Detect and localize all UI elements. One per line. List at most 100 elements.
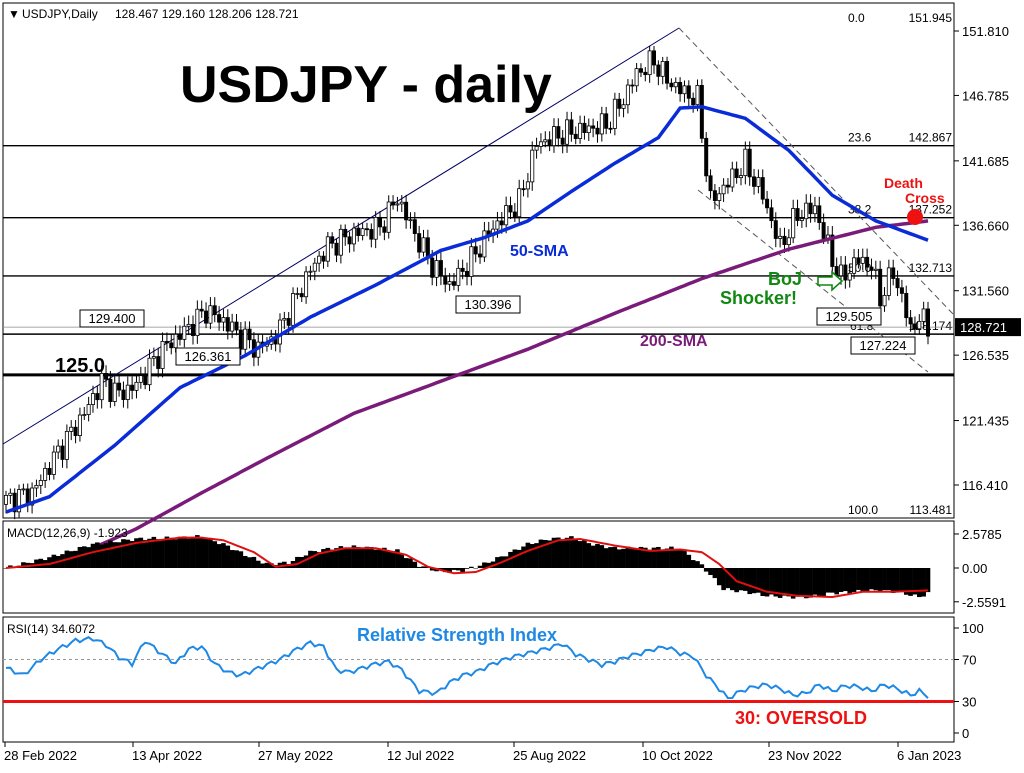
candle-body: [621, 104, 626, 109]
candle-body: [395, 203, 400, 206]
macd-bar: [312, 551, 318, 568]
candle-body: [512, 211, 517, 218]
candle-body: [343, 228, 348, 238]
macd-bar: [834, 568, 839, 595]
macd-bar: [847, 568, 853, 594]
candle-body: [743, 148, 748, 177]
y-tick-label: 146.785: [962, 88, 1009, 103]
x-tick-label: 28 Feb 2022: [4, 748, 77, 763]
candle-body: [421, 237, 426, 253]
macd-bar: [830, 568, 835, 593]
macd-bar: [3, 568, 9, 569]
macd-bar: [216, 544, 222, 568]
macd-bar: [708, 568, 713, 575]
candle-body: [499, 220, 504, 226]
macd-bar: [51, 554, 57, 568]
candle-body: [904, 293, 909, 319]
candle-body: [569, 119, 574, 135]
macd-bar: [821, 568, 826, 596]
macd-bar: [221, 543, 226, 568]
candle-body: [464, 271, 469, 277]
candle-body: [56, 445, 61, 453]
macd-bar: [756, 568, 761, 593]
candle-body: [204, 310, 209, 324]
macd-bar: [695, 561, 700, 568]
candle-body: [169, 342, 174, 349]
macd-bar: [399, 553, 405, 568]
candle-body: [534, 146, 539, 151]
rsi-panel: [2, 616, 955, 743]
candle-body: [69, 426, 74, 432]
macd-bar: [212, 541, 218, 568]
candle-body: [391, 201, 396, 206]
macd-bar: [712, 568, 718, 579]
sma50-line: [5, 105, 929, 514]
candle-body: [756, 177, 761, 187]
candle-body: [160, 341, 165, 369]
macd-bar: [516, 549, 522, 568]
macd-bar: [255, 560, 261, 568]
candle-body: [282, 318, 287, 321]
y-tick-label: 126.535: [962, 348, 1009, 363]
macd-bar: [316, 552, 322, 568]
macd-bar: [112, 542, 118, 568]
candle-body: [134, 381, 139, 391]
price-label-box: [816, 307, 882, 326]
rsi-line: [5, 636, 929, 700]
macd-bar: [325, 547, 331, 568]
candle-body: [791, 208, 796, 239]
candle-body: [417, 233, 422, 253]
macd-bar: [586, 543, 592, 568]
macd-bar: [190, 536, 196, 568]
candle-body: [926, 308, 931, 337]
macd-bar: [656, 546, 661, 568]
macd-bar: [856, 568, 861, 590]
macd-bar: [903, 568, 909, 595]
macd-bar: [764, 568, 770, 597]
candle-body: [795, 208, 800, 221]
price-label-text: 129.505: [826, 309, 873, 324]
macd-bar: [690, 560, 696, 568]
x-tick-label: 13 Apr 2022: [132, 748, 202, 763]
downtrend-line-upper: [678, 27, 955, 316]
candle-body: [21, 488, 26, 491]
macd-bar: [747, 568, 752, 595]
candle-body: [891, 267, 896, 279]
candle-body: [608, 127, 613, 130]
candle-body: [752, 176, 757, 187]
candle-body: [556, 126, 561, 139]
macd-bar: [129, 541, 135, 568]
candle-body: [230, 321, 235, 332]
macd-panel: [2, 520, 955, 614]
candle-body: [473, 246, 478, 255]
macd-bar: [86, 547, 91, 568]
candle-body: [221, 317, 226, 323]
candle-body: [882, 294, 887, 307]
candle-body: [151, 356, 156, 359]
macd-bar: [621, 548, 626, 568]
candle-body: [695, 85, 700, 106]
macd-bar: [308, 550, 313, 568]
macd-bar: [808, 568, 813, 598]
macd-bar: [521, 546, 526, 568]
x-tick-label: 25 Aug 2022: [513, 748, 586, 763]
macd-bar: [155, 539, 161, 568]
candle-body: [308, 270, 313, 273]
macd-bar: [229, 550, 235, 568]
candle-body: [447, 281, 452, 285]
candle-body: [299, 293, 304, 298]
macd-bar: [351, 545, 357, 568]
candle-body: [60, 445, 65, 460]
macd-bar: [264, 562, 270, 568]
candle-body: [538, 141, 543, 147]
macd-bar: [577, 541, 583, 568]
macd-bar: [164, 536, 170, 568]
macd-bar: [538, 539, 544, 568]
candle-body: [217, 314, 222, 323]
candle-body: [478, 253, 483, 258]
candle-body: [547, 139, 552, 147]
candle-body: [130, 384, 135, 391]
price-label-box: [79, 309, 145, 328]
boj-label-1: BoJ: [768, 269, 802, 289]
macd-bar: [721, 568, 726, 591]
